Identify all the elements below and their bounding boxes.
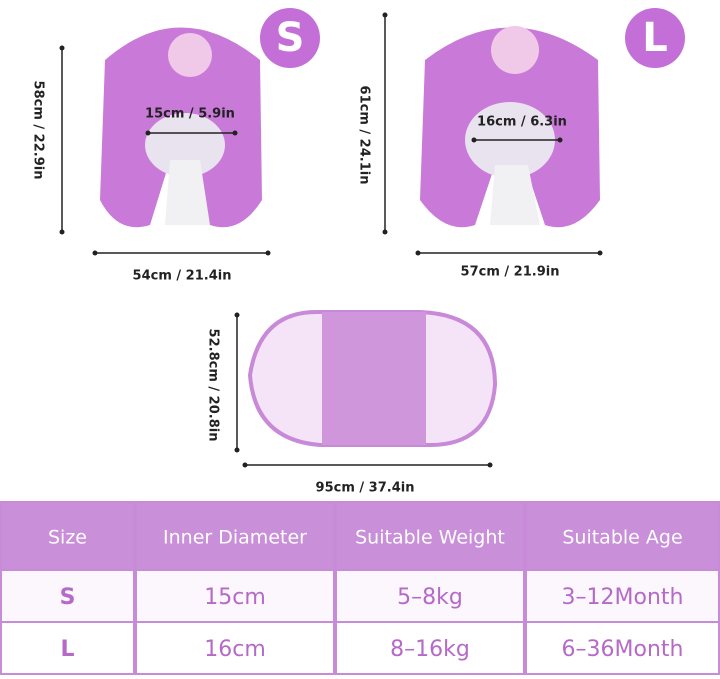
body-cell: 15cm	[204, 585, 266, 610]
dimension-label: 95cm / 37.4in	[316, 481, 415, 496]
table-cell	[335, 621, 525, 675]
body-cell: 5–8kg	[397, 585, 463, 610]
badge-label: L	[642, 15, 668, 61]
small-float	[100, 27, 262, 228]
dimension-label: 15cm / 5.9in	[145, 107, 235, 122]
size-badge	[625, 8, 685, 68]
table-cell	[335, 501, 525, 571]
dimension-label: 58cm / 22.9in	[31, 81, 46, 180]
body-cell: L	[60, 637, 74, 662]
table-cell	[525, 501, 720, 571]
dimension-lines	[59, 12, 603, 468]
body-cell: 6–36Month	[562, 637, 684, 662]
dimension-label: 52.8cm / 20.8in	[206, 329, 221, 442]
badge-label: S	[276, 15, 305, 61]
size-badge	[260, 8, 320, 68]
dimension-label: 61cm / 24.1in	[357, 86, 372, 185]
header-cell: Size	[48, 527, 87, 549]
table-cell	[0, 569, 135, 623]
table-cell	[135, 621, 335, 675]
dimension-label: 16cm / 6.3in	[477, 115, 567, 130]
table-cell	[525, 569, 720, 623]
header-cell: Inner Diameter	[163, 527, 307, 549]
body-cell: 16cm	[204, 637, 266, 662]
table-cell	[525, 621, 720, 675]
size-table: Size Inner Diameter Suitable Weight Suitabl…	[0, 501, 720, 675]
header-cell: Suitable Weight	[355, 527, 505, 549]
body-cell: 8–16kg	[390, 637, 470, 662]
header-cell: Suitable Age	[562, 527, 682, 549]
body-cell: S	[60, 585, 76, 610]
dimension-label: 54cm / 21.4in	[133, 269, 232, 284]
large-float	[420, 26, 600, 228]
canopy	[247, 309, 498, 447]
table-cell	[0, 621, 135, 675]
table-cell	[335, 569, 525, 623]
dimension-label: 57cm / 21.9in	[461, 265, 560, 280]
table-cell	[135, 501, 335, 571]
body-cell: 3–12Month	[562, 585, 684, 610]
table-cell	[135, 569, 335, 623]
